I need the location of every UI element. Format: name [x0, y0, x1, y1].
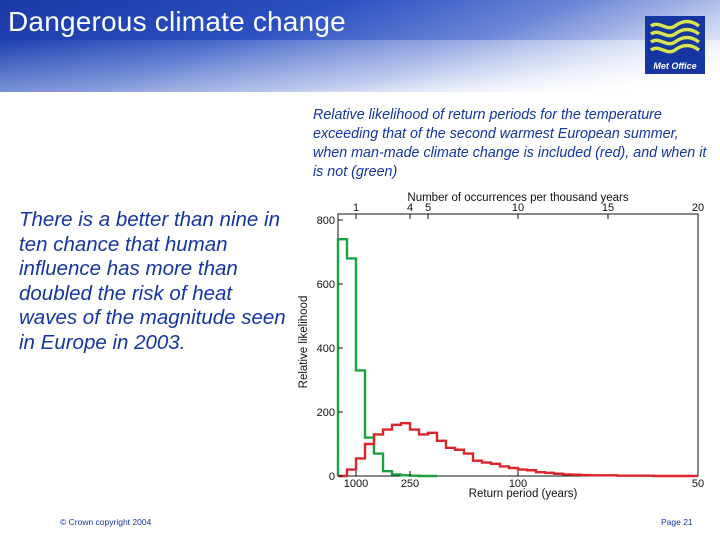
red-bin: [356, 458, 365, 476]
red-bin: [428, 433, 437, 476]
green-bin-line: [336, 238, 437, 478]
red-bin: [500, 466, 509, 476]
red-bin: [374, 434, 383, 476]
y-tick-label: 800: [317, 215, 335, 227]
top-tick-label: 15: [602, 202, 614, 214]
red-bin: [437, 441, 446, 476]
slide-title: Dangerous climate change: [8, 6, 346, 37]
bottom-tick-label: 100: [509, 478, 527, 490]
top-tick-label: 20: [692, 202, 704, 214]
green-series: [336, 238, 437, 478]
chart-caption: Relative likelihood of return periods fo…: [313, 107, 707, 180]
header-banner: Dangerous climate change Met Office: [0, 0, 720, 92]
top-tick-label: 1: [353, 202, 359, 214]
met-office-logo: Met Office: [645, 16, 705, 74]
wave-logo-icon: [649, 18, 701, 56]
red-bin: [392, 425, 401, 476]
green-bin: [356, 370, 365, 476]
y-tick-label: 200: [317, 407, 335, 419]
red-bin: [482, 463, 491, 476]
page-number: Page 21: [661, 517, 693, 527]
bottom-tick-label: 1000: [344, 478, 368, 490]
top-tick-label: 5: [425, 202, 431, 214]
y-axis-label: Relative likelihood: [298, 296, 310, 389]
logo-text: Met Office: [653, 61, 697, 71]
red-bin: [491, 464, 500, 476]
top-axis-label: Number of occurrences per thousand years: [407, 192, 628, 204]
bottom-axis-label: Return period (years): [469, 488, 578, 500]
y-axis: 0 200 400 600 800: [317, 215, 343, 483]
green-bin: [347, 258, 356, 476]
plot-frame: [337, 213, 699, 477]
red-bin: [410, 430, 419, 476]
header-gradient-band: [0, 40, 720, 92]
y-tick-label: 0: [329, 471, 335, 483]
red-series: [338, 422, 698, 478]
top-tick-label: 4: [407, 202, 413, 214]
red-bin: [464, 454, 473, 476]
top-tick-label: 10: [512, 202, 524, 214]
red-bin: [446, 448, 455, 476]
bottom-tick-label: 50: [692, 478, 704, 490]
red-bin: [419, 434, 428, 476]
green-bin: [374, 454, 383, 476]
red-bin: [383, 430, 392, 476]
red-bin: [455, 450, 464, 476]
copyright-notice: © Crown copyright 2004: [60, 517, 152, 527]
y-tick-label: 400: [317, 343, 335, 355]
red-bin: [365, 444, 374, 476]
body-text: There is a better than nine in ten chanc…: [19, 208, 286, 354]
red-bin: [473, 461, 482, 476]
bottom-axis: 1000 250 100 50: [344, 471, 704, 490]
red-bin: [401, 423, 410, 476]
y-tick-label: 600: [317, 279, 335, 291]
red-bin-line: [338, 422, 698, 478]
top-axis: 1 4 5 10 15 20: [353, 202, 704, 219]
green-bin: [338, 239, 347, 476]
bottom-tick-label: 250: [401, 478, 419, 490]
